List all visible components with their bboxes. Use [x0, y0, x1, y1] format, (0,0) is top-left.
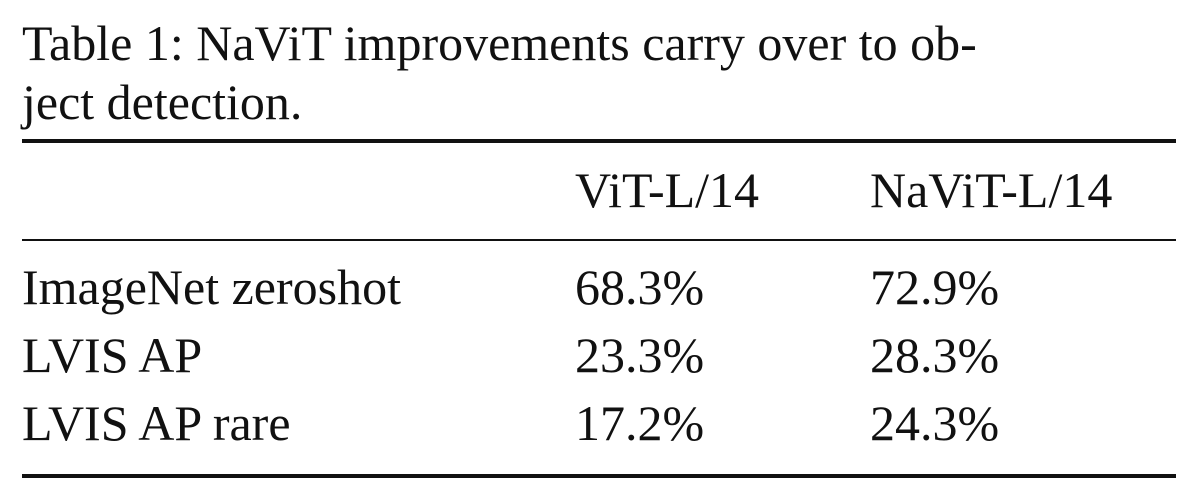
row-label: LVIS AP	[22, 327, 202, 383]
cell: 72.9%	[870, 259, 999, 315]
cell: 28.3%	[870, 327, 999, 383]
cell: 68.3%	[575, 259, 704, 315]
cell: 17.2%	[575, 395, 704, 451]
row-label: ImageNet zeroshot	[22, 259, 401, 315]
column-header: NaViT-L/14	[870, 162, 1112, 218]
cell: 24.3%	[870, 395, 999, 451]
caption-line: Table 1: NaViT improvements carry over t…	[22, 15, 977, 71]
cell: 23.3%	[575, 327, 704, 383]
row-label: LVIS AP rare	[22, 395, 291, 451]
column-header: ViT-L/14	[575, 162, 759, 218]
caption-line: ject detection.	[20, 74, 302, 130]
